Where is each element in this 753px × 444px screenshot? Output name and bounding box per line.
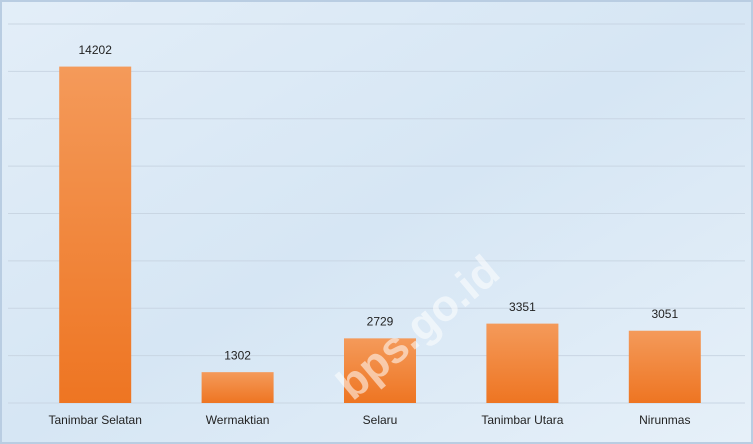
data-label: 2729 xyxy=(367,315,394,329)
x-tick-label: Tanimbar Utara xyxy=(481,413,563,427)
x-tick-label: Selaru xyxy=(363,413,398,427)
data-label: 1302 xyxy=(224,348,251,362)
x-tick-label: Tanimbar Selatan xyxy=(49,413,142,427)
bar xyxy=(486,323,559,403)
bar xyxy=(344,338,416,403)
bar xyxy=(59,66,132,404)
data-label: 3351 xyxy=(509,300,536,314)
bar xyxy=(201,372,274,403)
x-tick-label: Wermaktian xyxy=(206,413,270,427)
bar xyxy=(628,330,701,403)
x-tick-label: Nirunmas xyxy=(639,413,690,427)
data-label: 14202 xyxy=(79,43,113,57)
data-label: 3051 xyxy=(651,307,678,321)
